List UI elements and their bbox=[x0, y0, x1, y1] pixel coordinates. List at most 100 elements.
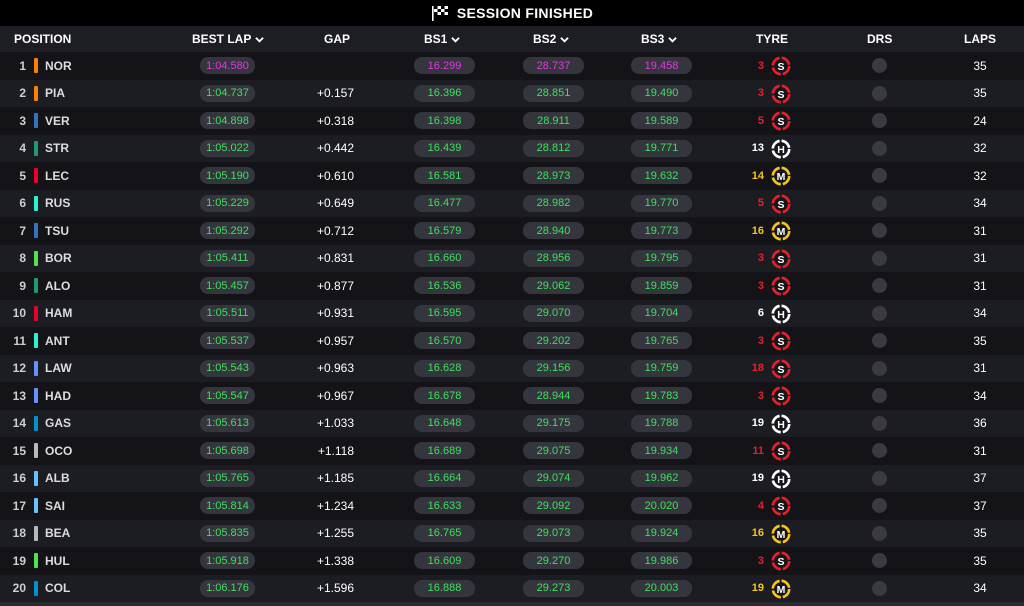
table-row[interactable]: 13 HAD 1:05.547 +0.967 16.678 28.944 19.783 3 34… bbox=[0, 382, 1024, 410]
table-row[interactable]: 12 LAW 1:05.543 +0.963 16.628 29.156 19.759 18 3… bbox=[0, 354, 1024, 382]
table-row[interactable]: 16 ALB 1:05.765 +1.185 16.664 29.074 19.962 19 3… bbox=[0, 464, 1024, 492]
table-row[interactable]: 17 SAI 1:05.814 +1.234 16.633 29.092 20.020 4 37… bbox=[0, 492, 1024, 520]
tyre-compound-icon: S bbox=[771, 194, 791, 213]
bs3-time: 19.924 bbox=[631, 524, 692, 542]
table-row[interactable]: 3 VER 1:04.898 +0.318 16.398 28.911 19.589 5 24 S bbox=[0, 107, 1024, 135]
drs-indicator bbox=[872, 195, 887, 211]
position-number: 8 bbox=[19, 251, 26, 266]
laps-count: 31 bbox=[973, 443, 987, 458]
position-number: 19 bbox=[12, 553, 26, 568]
bs3-time: 19.765 bbox=[631, 332, 692, 350]
gap-value bbox=[300, 52, 354, 80]
table-row[interactable]: 8 BOR 1:05.411 +0.831 16.660 28.956 19.795 3 31 S bbox=[0, 244, 1024, 272]
gap-value: +0.931 bbox=[316, 306, 354, 321]
tyre-compound-icon: H bbox=[771, 139, 791, 158]
tyre-age: 16 bbox=[751, 527, 764, 540]
position-number: 20 bbox=[12, 581, 26, 596]
drs-indicator bbox=[872, 305, 887, 321]
column-header-bs1[interactable]: BS1 bbox=[424, 26, 461, 52]
bs2-time: 29.074 bbox=[523, 469, 584, 487]
tyre-compound-letter: S bbox=[777, 89, 784, 101]
bs3-time: 19.490 bbox=[631, 84, 692, 102]
table-row[interactable]: 20 COL 1:06.176 +1.596 16.888 29.273 20.003 19 3… bbox=[0, 574, 1024, 602]
gap-value: +0.831 bbox=[316, 251, 354, 266]
best-lap-time: 1:05.457 bbox=[200, 277, 255, 295]
table-row[interactable]: 10 HAM 1:05.511 +0.931 16.595 29.070 19.704 6 34… bbox=[0, 299, 1024, 327]
tyre-compound-letter: S bbox=[777, 501, 784, 513]
team-color-bar bbox=[34, 250, 38, 266]
tyre-compound-letter: S bbox=[777, 364, 784, 376]
bs2-time: 28.812 bbox=[523, 139, 584, 157]
table-row[interactable]: 5 LEC 1:05.190 +0.610 16.581 28.973 19.632 14 32… bbox=[0, 162, 1024, 190]
position-number: 12 bbox=[12, 361, 26, 376]
bs1-time: 16.888 bbox=[414, 579, 475, 597]
team-color-bar bbox=[34, 168, 38, 183]
bs2-time: 28.737 bbox=[523, 57, 584, 75]
table-row[interactable]: 19 HUL 1:05.918 +1.338 16.609 29.270 19.986 3 35… bbox=[0, 547, 1024, 575]
bs3-time: 19.986 bbox=[631, 552, 692, 570]
bs2-time: 28.851 bbox=[523, 84, 584, 102]
bs2-time: 29.175 bbox=[523, 414, 584, 432]
chevron-down-icon bbox=[560, 37, 570, 43]
table-row[interactable]: 4 STR 1:05.022 +0.442 16.439 28.812 19.771 13 32… bbox=[0, 134, 1024, 162]
gap-value: +0.967 bbox=[316, 388, 354, 403]
table-row[interactable]: 9 ALO 1:05.457 +0.877 16.536 29.062 19.859 3 31 S bbox=[0, 272, 1024, 300]
best-lap-time: 1:05.918 bbox=[200, 552, 255, 570]
bs1-time: 16.439 bbox=[414, 139, 475, 157]
drs-indicator bbox=[872, 415, 887, 431]
bs3-time: 19.759 bbox=[631, 359, 692, 377]
table-row[interactable]: 11 ANT 1:05.537 +0.957 16.570 29.202 19.765 3 35… bbox=[0, 327, 1024, 355]
column-header-best-lap[interactable]: BEST LAP bbox=[192, 26, 265, 52]
table-row[interactable]: 6 RUS 1:05.229 +0.649 16.477 28.982 19.770 5 34 S bbox=[0, 189, 1024, 217]
bs3-time: 19.934 bbox=[631, 442, 692, 460]
drs-indicator bbox=[872, 580, 887, 596]
laps-count: 35 bbox=[973, 86, 987, 101]
table-row[interactable]: 15 OCO 1:05.698 +1.118 16.689 29.075 19.934 11 3… bbox=[0, 437, 1024, 465]
gap-value: +0.957 bbox=[316, 333, 354, 348]
team-color-bar bbox=[34, 58, 38, 73]
bs3-time: 19.795 bbox=[631, 249, 692, 267]
tyre-compound-letter: H bbox=[777, 419, 785, 431]
column-header-tyre[interactable]: TYRE bbox=[756, 32, 789, 46]
table-row[interactable]: 1 NOR 1:04.580 16.299 28.737 19.458 3 35 S bbox=[0, 52, 1024, 80]
driver-code: RUS bbox=[45, 196, 71, 211]
column-header-drs[interactable]: DRS bbox=[867, 32, 893, 46]
table-row[interactable]: 18 BEA 1:05.835 +1.255 16.765 29.073 19.924 16 3… bbox=[0, 519, 1024, 547]
column-header-bs3[interactable]: BS3 bbox=[641, 26, 678, 52]
driver-code: COL bbox=[45, 581, 71, 596]
gap-value: +1.234 bbox=[316, 498, 354, 513]
driver-code: ALO bbox=[45, 278, 71, 293]
tyre-compound-icon: M bbox=[771, 166, 791, 186]
laps-count: 36 bbox=[973, 416, 987, 431]
session-title: SESSION FINISHED bbox=[456, 5, 594, 21]
table-row[interactable]: 14 GAS 1:05.613 +1.033 16.648 29.175 19.788 19 3… bbox=[0, 409, 1024, 437]
position-number: 10 bbox=[12, 306, 26, 321]
column-header-laps[interactable]: LAPS bbox=[964, 32, 997, 46]
driver-code: LEC bbox=[45, 168, 69, 183]
bs2-time: 29.270 bbox=[523, 552, 584, 570]
table-row[interactable]: 7 TSU 1:05.292 +0.712 16.579 28.940 19.773 16 31… bbox=[0, 217, 1024, 245]
bs2-time: 28.973 bbox=[523, 167, 584, 185]
table-row[interactable]: 2 PIA 1:04.737 +0.157 16.396 28.851 19.490 3 35 S bbox=[0, 79, 1024, 107]
column-header-position[interactable]: POSITION bbox=[14, 32, 72, 46]
column-header-gap[interactable]: GAP bbox=[324, 32, 351, 46]
laps-count: 31 bbox=[973, 361, 987, 376]
tyre-compound-icon: H bbox=[771, 414, 791, 433]
laps-count: 34 bbox=[973, 306, 987, 321]
best-lap-time: 1:05.511 bbox=[200, 304, 255, 322]
drs-indicator bbox=[872, 85, 887, 101]
laps-count: 34 bbox=[973, 388, 987, 403]
column-header-bs2[interactable]: BS2 bbox=[533, 26, 570, 52]
team-color-bar bbox=[34, 223, 38, 238]
bs1-time: 16.536 bbox=[414, 277, 475, 295]
laps-count: 24 bbox=[973, 113, 987, 128]
tyre-age: 3 bbox=[757, 279, 764, 292]
team-color-bar bbox=[34, 305, 38, 321]
tyre-compound-icon: S bbox=[771, 56, 791, 76]
team-color-bar bbox=[34, 470, 38, 486]
best-lap-time: 1:04.898 bbox=[200, 112, 255, 130]
bs3-time: 19.788 bbox=[631, 414, 692, 432]
laps-count: 35 bbox=[973, 553, 987, 568]
bs1-time: 16.609 bbox=[414, 552, 475, 570]
tyre-age: 6 bbox=[757, 307, 764, 320]
